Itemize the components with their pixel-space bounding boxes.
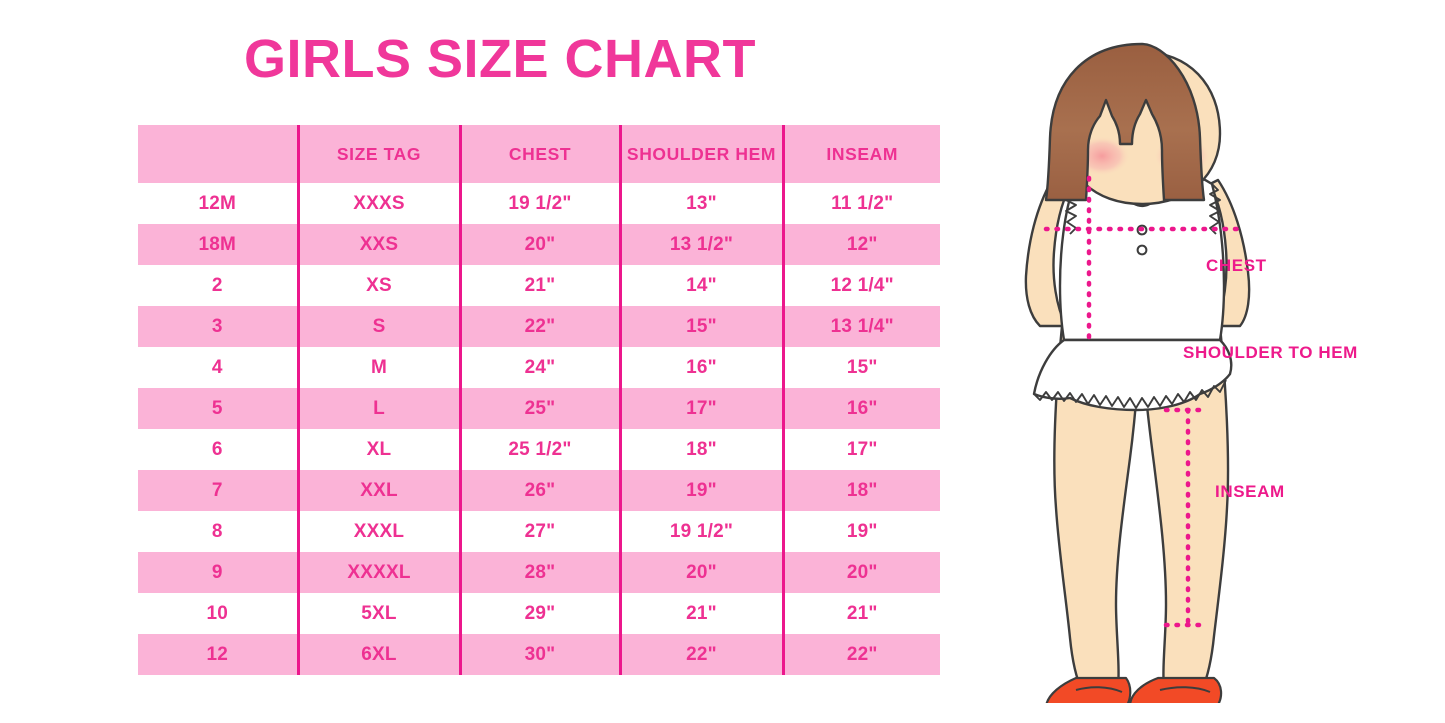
cell-inseam: 13 1/4" xyxy=(781,306,940,347)
cell-chest: 28" xyxy=(458,552,620,593)
cell-chest: 20" xyxy=(458,224,620,265)
left-arm xyxy=(1024,178,1072,328)
cell-size-tag: XL xyxy=(296,429,460,470)
hair xyxy=(1044,42,1206,202)
cell-size-tag: S xyxy=(296,306,460,347)
cell-size: 18M xyxy=(198,233,237,255)
table-row: 4 M 24" 16" 15" xyxy=(138,347,940,388)
cell-size: 9 xyxy=(211,561,223,583)
cell-shoulder-hem: 13 1/2" xyxy=(618,224,783,265)
table-row: 5 L 25" 17" 16" xyxy=(138,388,940,429)
cell-shoulder-hem: 21" xyxy=(618,593,783,634)
girl-measurement-illustration xyxy=(990,38,1445,703)
cell-inseam: 12" xyxy=(781,224,940,265)
cell-inseam: 16" xyxy=(781,388,940,429)
cell-inseam: 20" xyxy=(781,552,940,593)
cell-size-tag: XXS xyxy=(296,224,460,265)
cell-size: 5 xyxy=(211,397,223,419)
table-row: 18M XXS 20" 13 1/2" 12" xyxy=(138,224,940,265)
table-header-row: SIZE TAG CHEST SHOULDER HEM INSEAM xyxy=(138,125,940,183)
cell-shoulder-hem: 14" xyxy=(618,265,783,306)
table-row: 6 XL 25 1/2" 18" 17" xyxy=(138,429,940,470)
cell-size-tag: L xyxy=(296,388,460,429)
left-shoe xyxy=(1045,676,1132,703)
size-table: SIZE TAG CHEST SHOULDER HEM INSEAM 12M XX… xyxy=(138,125,940,675)
table-row: 12M XXXS 19 1/2" 13" 11 1/2" xyxy=(138,183,940,224)
cell-shoulder-hem: 19 1/2" xyxy=(618,511,783,552)
cell-chest: 25 1/2" xyxy=(458,429,620,470)
cell-size-tag: 6XL xyxy=(296,634,460,675)
cell-inseam: 15" xyxy=(781,347,940,388)
cell-chest: 26" xyxy=(458,470,620,511)
cell-shoulder-hem: 15" xyxy=(618,306,783,347)
cell-inseam: 19" xyxy=(781,511,940,552)
cell-shoulder-hem: 16" xyxy=(618,347,783,388)
cell-shoulder-hem: 13" xyxy=(618,183,783,224)
cell-size: 2 xyxy=(211,274,223,296)
column-header-shoulder-hem: SHOULDER HEM xyxy=(618,125,783,183)
cell-chest: 29" xyxy=(458,593,620,634)
cell-chest: 22" xyxy=(458,306,620,347)
ruffle-skirt xyxy=(1032,338,1233,412)
cell-inseam: 22" xyxy=(781,634,940,675)
cell-size: 3 xyxy=(211,315,223,337)
cell-size: 4 xyxy=(211,356,223,378)
cell-chest: 19 1/2" xyxy=(458,183,620,224)
cell-size: 10 xyxy=(206,602,229,624)
cell-inseam: 21" xyxy=(781,593,940,634)
column-header-inseam: INSEAM xyxy=(781,125,940,183)
right-shoulder-ruffle xyxy=(1209,183,1221,235)
cell-chest: 24" xyxy=(458,347,620,388)
left-shoe-strap xyxy=(1075,686,1123,693)
cell-size-tag: XS xyxy=(296,265,460,306)
page-title: GIRLS SIZE CHART xyxy=(243,29,756,89)
cell-size-tag: XXXL xyxy=(296,511,460,552)
cell-size-tag: XXXXL xyxy=(296,552,460,593)
cell-inseam: 18" xyxy=(781,470,940,511)
cell-inseam: 11 1/2" xyxy=(781,183,940,224)
table-row: 8 XXXL 27" 19 1/2" 19" xyxy=(138,511,940,552)
cell-size: 8 xyxy=(211,520,223,542)
cell-size-tag: 5XL xyxy=(296,593,460,634)
measurement-guides xyxy=(1043,175,1241,628)
table-body: 12M XXXS 19 1/2" 13" 11 1/2" 18M XXS 20" 13 1/2"… xyxy=(138,183,940,675)
skirt-ruffle-edge xyxy=(1033,379,1227,409)
column-header-size-tag: SIZE TAG xyxy=(296,125,460,183)
table-row: 2 XS 21" 14" 12 1/4" xyxy=(138,265,940,306)
right-shoe-strap xyxy=(1159,686,1211,693)
cell-chest: 25" xyxy=(458,388,620,429)
cell-chest: 30" xyxy=(458,634,620,675)
column-header-size xyxy=(138,125,298,183)
cell-size: 6 xyxy=(211,438,223,460)
table-row: 12 6XL 30" 22" 22" xyxy=(138,634,940,675)
cell-size: 7 xyxy=(211,479,223,501)
cell-size-tag: XXL xyxy=(296,470,460,511)
cell-shoulder-hem: 19" xyxy=(618,470,783,511)
top-button-lower xyxy=(1136,244,1148,256)
cell-shoulder-hem: 17" xyxy=(618,388,783,429)
cell-shoulder-hem: 20" xyxy=(618,552,783,593)
right-shoe xyxy=(1129,676,1223,703)
cell-size: 12 xyxy=(206,643,229,665)
cell-size-tag: XXXS xyxy=(296,183,460,224)
cell-shoulder-hem: 18" xyxy=(618,429,783,470)
measurement-label-chest: CHEST xyxy=(1206,256,1267,275)
measurement-label-inseam: INSEAM xyxy=(1215,482,1285,501)
measurement-label-shoulder-to-hem: SHOULDER TO HEM xyxy=(1183,343,1358,362)
table-row: 10 5XL 29" 21" 21" xyxy=(138,593,940,634)
cell-size-tag: M xyxy=(296,347,460,388)
size-chart-table: SIZE TAG CHEST SHOULDER HEM INSEAM 12M XX… xyxy=(138,125,940,675)
cell-inseam: 12 1/4" xyxy=(781,265,940,306)
cell-inseam: 17" xyxy=(781,429,940,470)
column-header-chest: CHEST xyxy=(458,125,620,183)
cell-chest: 27" xyxy=(458,511,620,552)
cell-chest: 21" xyxy=(458,265,620,306)
cell-size: 12M xyxy=(198,192,237,214)
table-row: 9 XXXXL 28" 20" 20" xyxy=(138,552,940,593)
table-row: 3 S 22" 15" 13 1/4" xyxy=(138,306,940,347)
figure-body xyxy=(1024,42,1251,703)
table-row: 7 XXL 26" 19" 18" xyxy=(138,470,940,511)
cell-shoulder-hem: 22" xyxy=(618,634,783,675)
